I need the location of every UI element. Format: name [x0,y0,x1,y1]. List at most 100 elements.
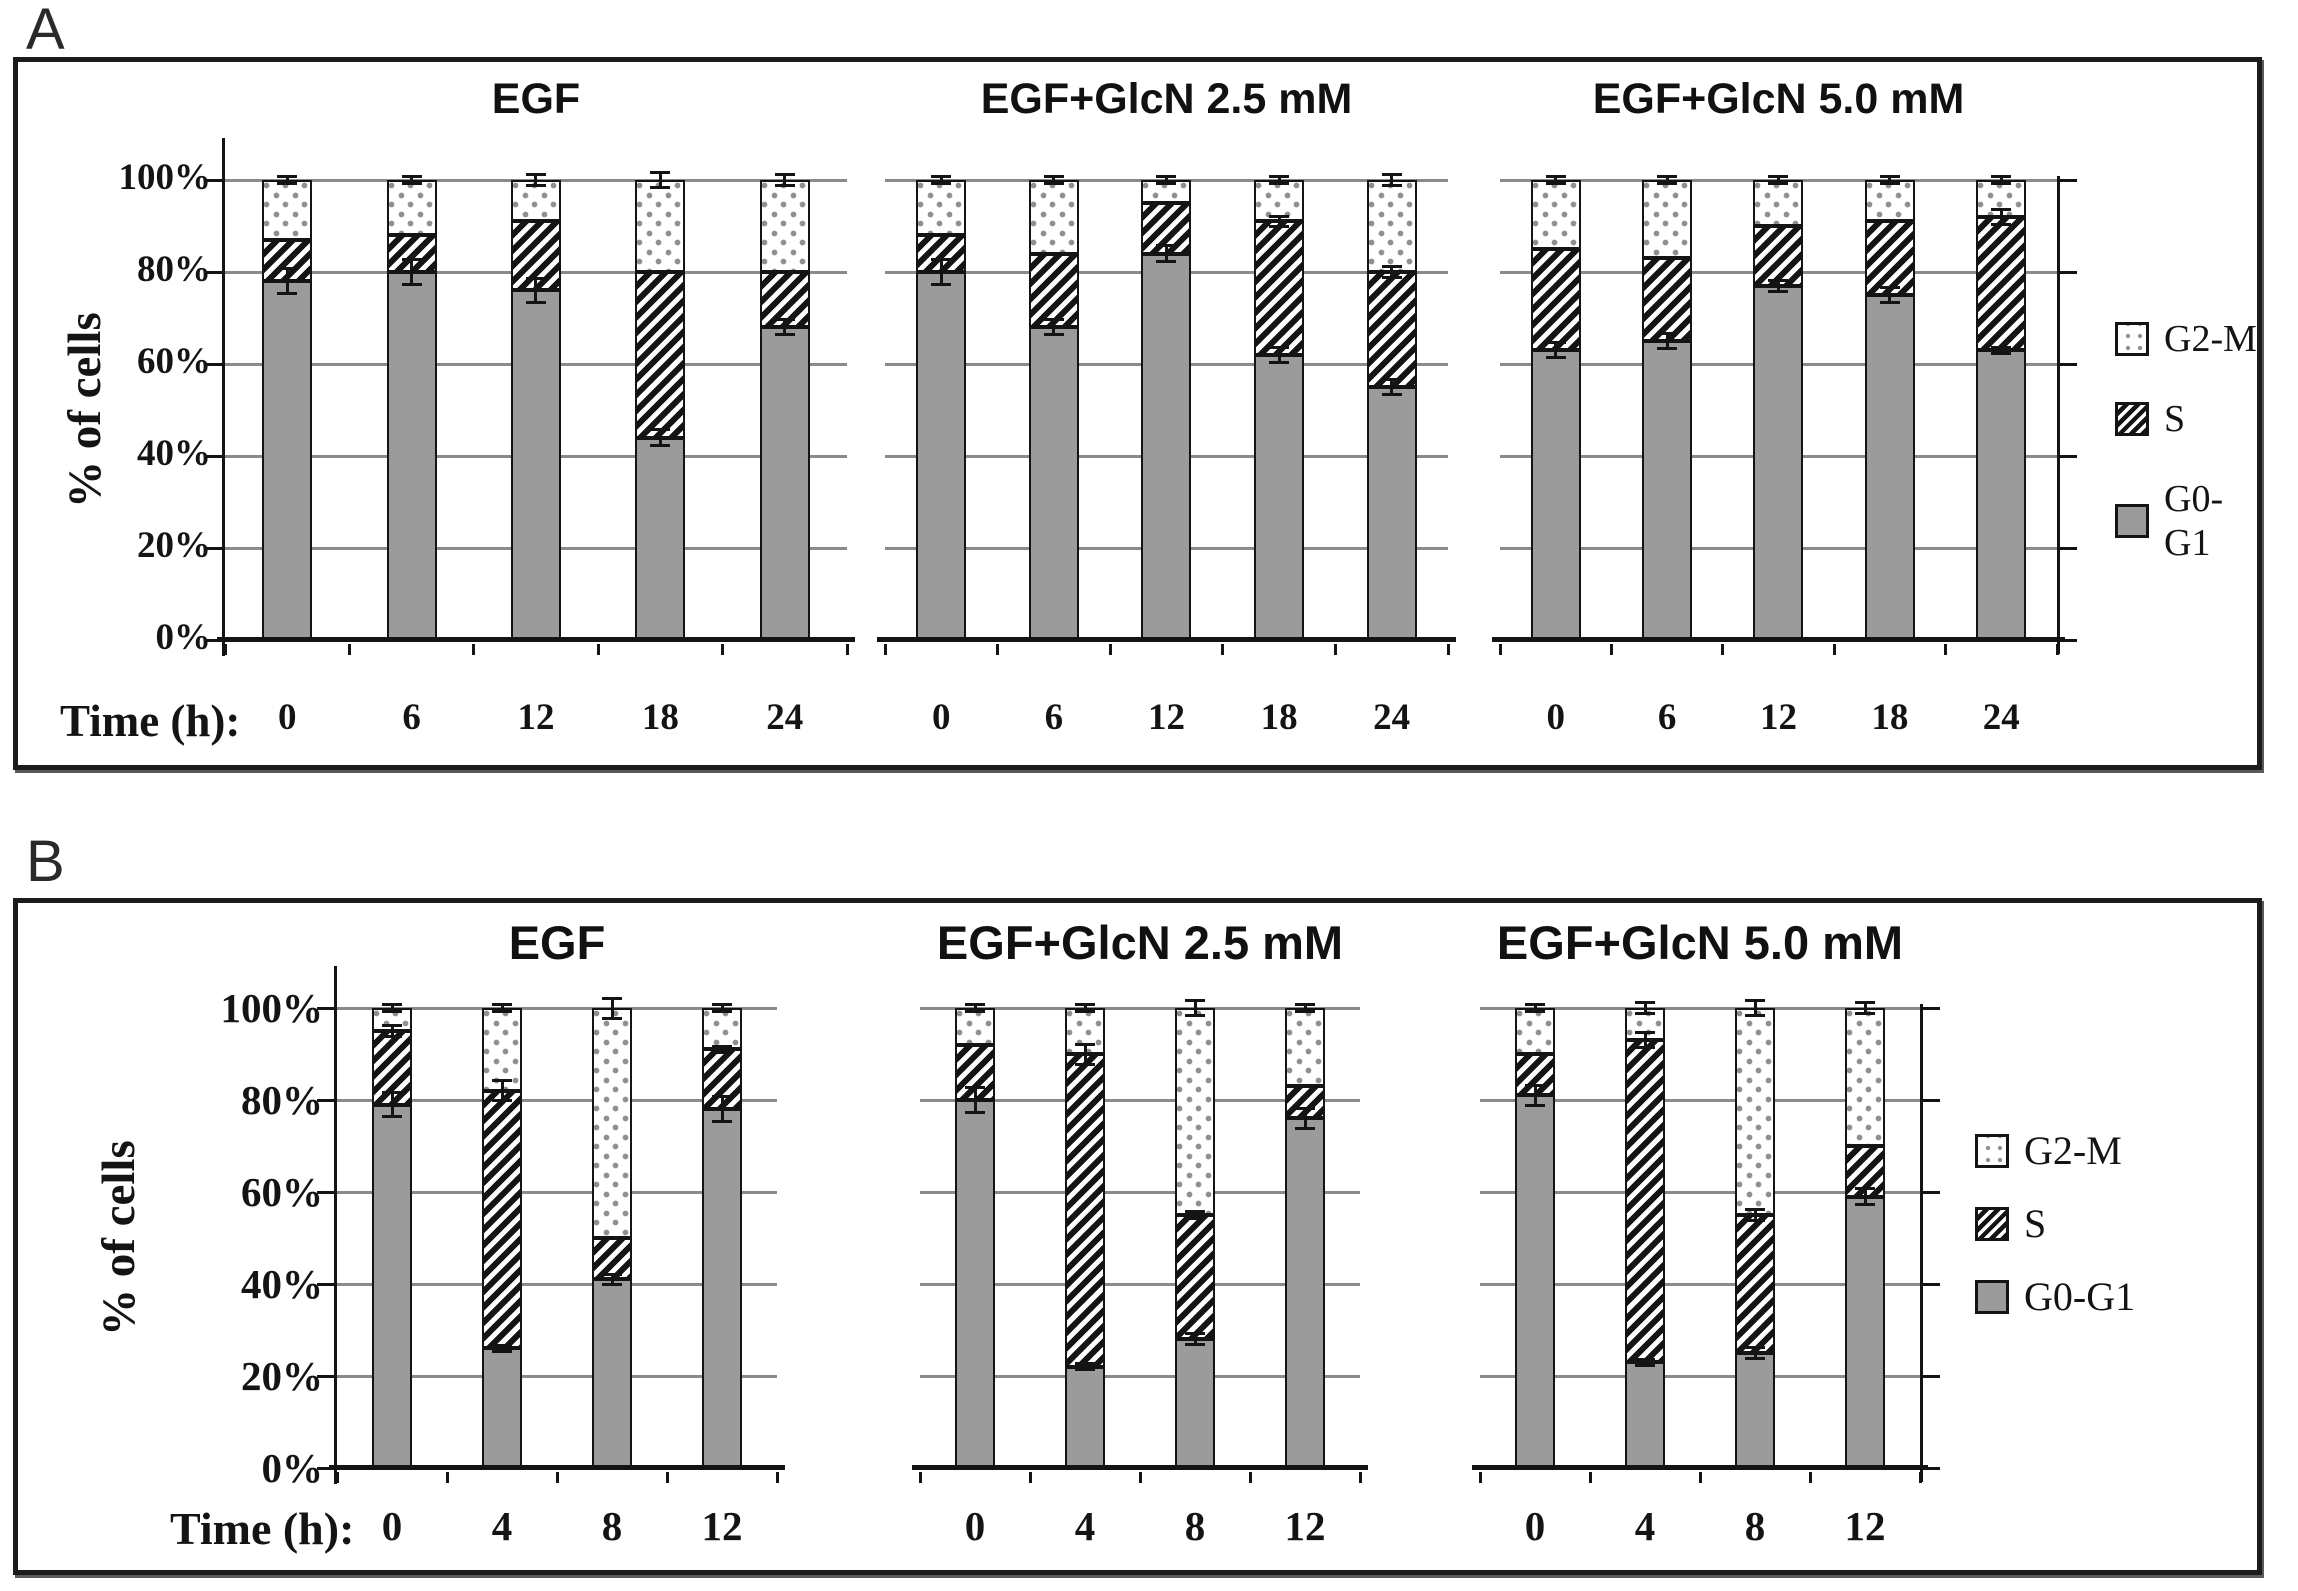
error-bar-cap [1295,1009,1315,1013]
grid-line [920,1374,1360,1378]
time-label: 0 [1546,697,1565,738]
error-bar-cap [492,1099,512,1103]
error-bar [382,1024,402,1038]
y-axis-tick [205,270,223,274]
error-bar-cap [774,333,795,337]
stacked-bar [1515,1003,1555,1468]
error-bar-cap [1991,207,2012,211]
error-bar-cap [1381,377,1402,381]
error-bar-cap [1855,1001,1875,1005]
time-axis-label: Time (h): [170,1503,355,1554]
legend-label: G2-M [2164,318,2257,360]
time-axis-label: Time (h): [60,696,241,746]
error-bar [1635,1001,1655,1015]
error-bar-cap [1185,1014,1205,1018]
bar-segment-g0g1 [1065,1366,1105,1468]
chart: EGF+GlcN 5.0 mM 0 4 8 12 [1472,903,1940,1570]
time-label: 0 [964,1503,986,1549]
y-tick-label: 40% [241,1261,323,1307]
error-bar-cap [1075,1368,1095,1372]
bar-segment-g2m [1642,180,1693,259]
error-bar-cap [650,170,671,174]
error-bar-cap [965,1009,985,1013]
x-axis-tick [1358,1472,1362,1483]
error-bar-cap [1381,265,1402,269]
error-bar-cap [1635,1031,1655,1035]
bar-segment-g0g1 [1254,354,1305,640]
y-axis-tick [2059,546,2077,550]
error-bar-cap [1185,1332,1205,1336]
legend-label: G0-G1 [2024,1274,2136,1319]
bar-segment-g2m [1175,1008,1215,1216]
bar-segment-g0g1 [702,1109,742,1468]
error-bar-cap [1545,181,1566,185]
error-bar-cap [1855,1202,1875,1206]
stacked-bar [1028,175,1079,640]
error-bar [1855,1187,1875,1206]
chart-title: EGF+GlcN 5.0 mM [1592,75,1965,123]
time-label: 18 [1871,697,1909,738]
x-axis-tick [1944,644,1948,655]
error-bar [712,1003,732,1013]
chart-title: EGF+GlcN 5.0 mM [1496,916,1904,969]
error-bar [1075,1362,1095,1372]
bar-segment-g0g1 [372,1104,412,1468]
bar-segment-g0g1 [1366,387,1417,640]
error-bar [277,267,298,295]
x-axis-tick [347,644,351,655]
time-label: 0 [932,697,951,738]
bar-segment-g0g1 [1864,295,1915,640]
error-bar-cap [1381,393,1402,397]
error-bar-cap [965,1003,985,1007]
error-bar [525,276,546,305]
error-bar-cap [1635,1046,1655,1050]
stacked-bar [592,996,632,1468]
x-axis-tick [845,644,849,655]
stacked-bar [482,1003,522,1468]
grid-line [1480,1374,1920,1378]
error-bar-cap [1745,1346,1765,1350]
bar-segment-s [1366,272,1417,387]
stacked-bar [1254,175,1305,640]
error-bar [1657,331,1678,351]
error-bar [1635,1031,1655,1050]
legend-swatch-s [1975,1206,2009,1241]
error-bar-cap [1991,345,2012,349]
error-bar [1381,173,1402,187]
chart: EGF+GlcN 2.5 mM 0 4 8 12 [912,903,1368,1570]
x-axis-tick [1221,644,1225,655]
error-bar [602,1272,622,1287]
bar-segment-g0g1 [1735,1353,1775,1468]
grid-line [1480,1098,1920,1102]
error-bar-cap [1879,175,1900,179]
bar-segment-s [1976,216,2027,351]
legend-swatch-s [2115,402,2149,436]
time-label: 4 [491,1503,513,1549]
error-bar-cap [1075,1062,1095,1066]
error-bar [1381,377,1402,397]
y-axis-column: % of cells 100% 80% 60% 40% 20% 0% [18,62,225,765]
error-bar-cap [1525,1103,1545,1107]
error-bar-cap [1269,225,1290,229]
error-bar-cap [1635,1001,1655,1005]
chart-title: EGF+GlcN 2.5 mM [936,916,1344,969]
x-axis-tick [1609,644,1613,655]
error-bar-cap [931,181,952,185]
time-label: 12 [1844,1503,1886,1549]
error-bar-cap [774,318,795,322]
y-tick-label: 20% [241,1353,323,1399]
error-bar [1657,175,1678,185]
time-label: 4 [1634,1503,1656,1549]
bar-segment-s [592,1238,632,1280]
error-bar [1381,265,1402,279]
error-bar-cap [712,1044,732,1048]
x-axis-tick [2055,644,2059,655]
error-bar-cap [965,1086,985,1090]
error-bar [401,175,422,185]
stacked-bar [1976,175,2027,640]
bars-group [885,173,1448,640]
x-axis-tick [721,644,725,655]
panel-a: % of cells 100% 80% 60% 40% 20% 0% EGF 0 6 12 18 24 E… [13,57,2262,770]
error-bar [1525,1003,1545,1013]
x-axis-tick [472,644,476,655]
